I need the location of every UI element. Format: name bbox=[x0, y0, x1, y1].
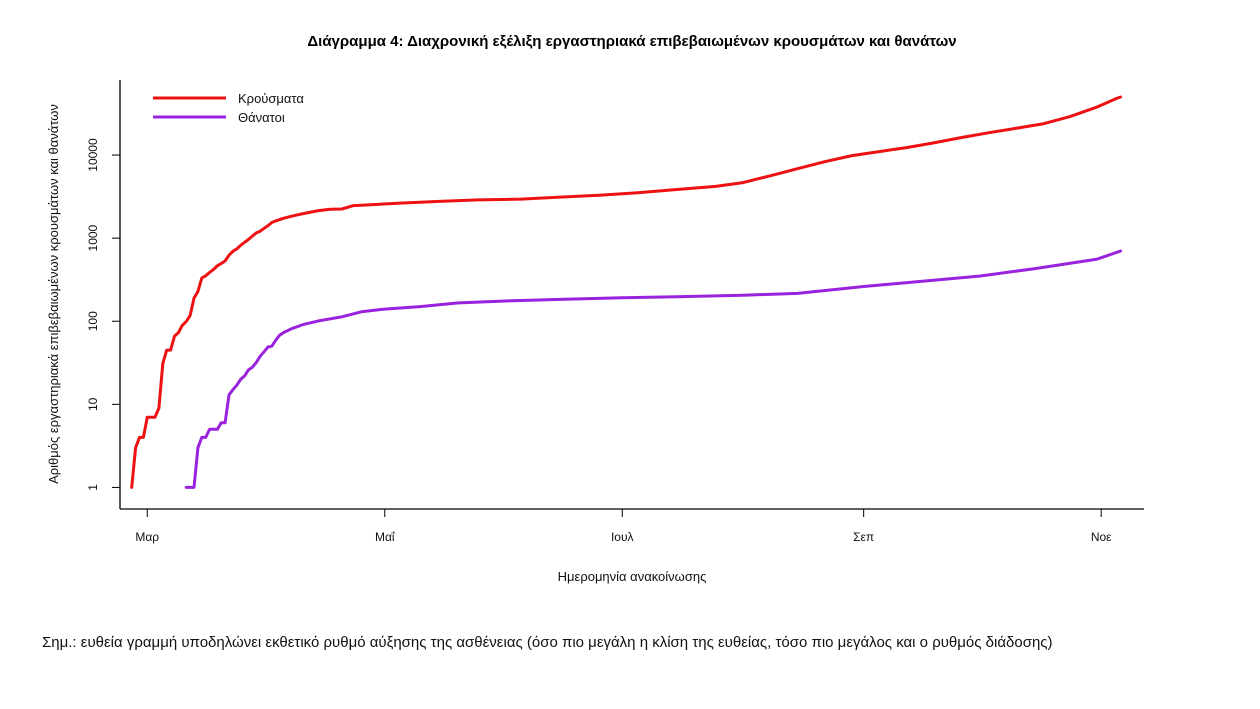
legend-label-deaths: Θάνατοι bbox=[238, 110, 285, 125]
chart-title: Διάγραμμα 4: Διαχρονική εξέλιξη εργαστηρ… bbox=[307, 33, 956, 50]
x-axis-label: Ημερομηνία ανακοίνωσης bbox=[558, 569, 707, 584]
y-tick-label: 100 bbox=[86, 311, 100, 331]
x-ticks: Μαρ Μαΐ Ιουλ Σεπ Νοε bbox=[135, 509, 1112, 544]
y-ticks: 1 10 100 1000 10000 bbox=[86, 138, 120, 491]
x-tick-label: Ιουλ bbox=[611, 530, 634, 544]
x-tick-label: Σεπ bbox=[853, 530, 874, 544]
legend: Κρούσματα Θάνατοι bbox=[153, 91, 304, 125]
legend-label-cases: Κρούσματα bbox=[238, 91, 304, 106]
series-line-deaths bbox=[184, 249, 1123, 489]
y-tick-label: 10000 bbox=[86, 138, 100, 172]
series-line-cases bbox=[130, 95, 1123, 489]
y-tick-label: 1 bbox=[86, 484, 100, 491]
y-tick-label: 10 bbox=[86, 397, 100, 411]
axes bbox=[119, 80, 1144, 510]
x-tick-label: Μαρ bbox=[135, 530, 159, 544]
y-axis-label: Αριθμός εργαστηριακά επιβεβαιωμένων κρου… bbox=[46, 104, 61, 484]
footnote: Σημ.: ευθεία γραμμή υποδηλώνει εκθετικό … bbox=[42, 634, 1053, 651]
x-tick-label: Νοε bbox=[1091, 530, 1112, 544]
x-tick-label: Μαΐ bbox=[375, 530, 396, 544]
y-tick-label: 1000 bbox=[86, 224, 100, 251]
series-lines bbox=[130, 95, 1123, 489]
